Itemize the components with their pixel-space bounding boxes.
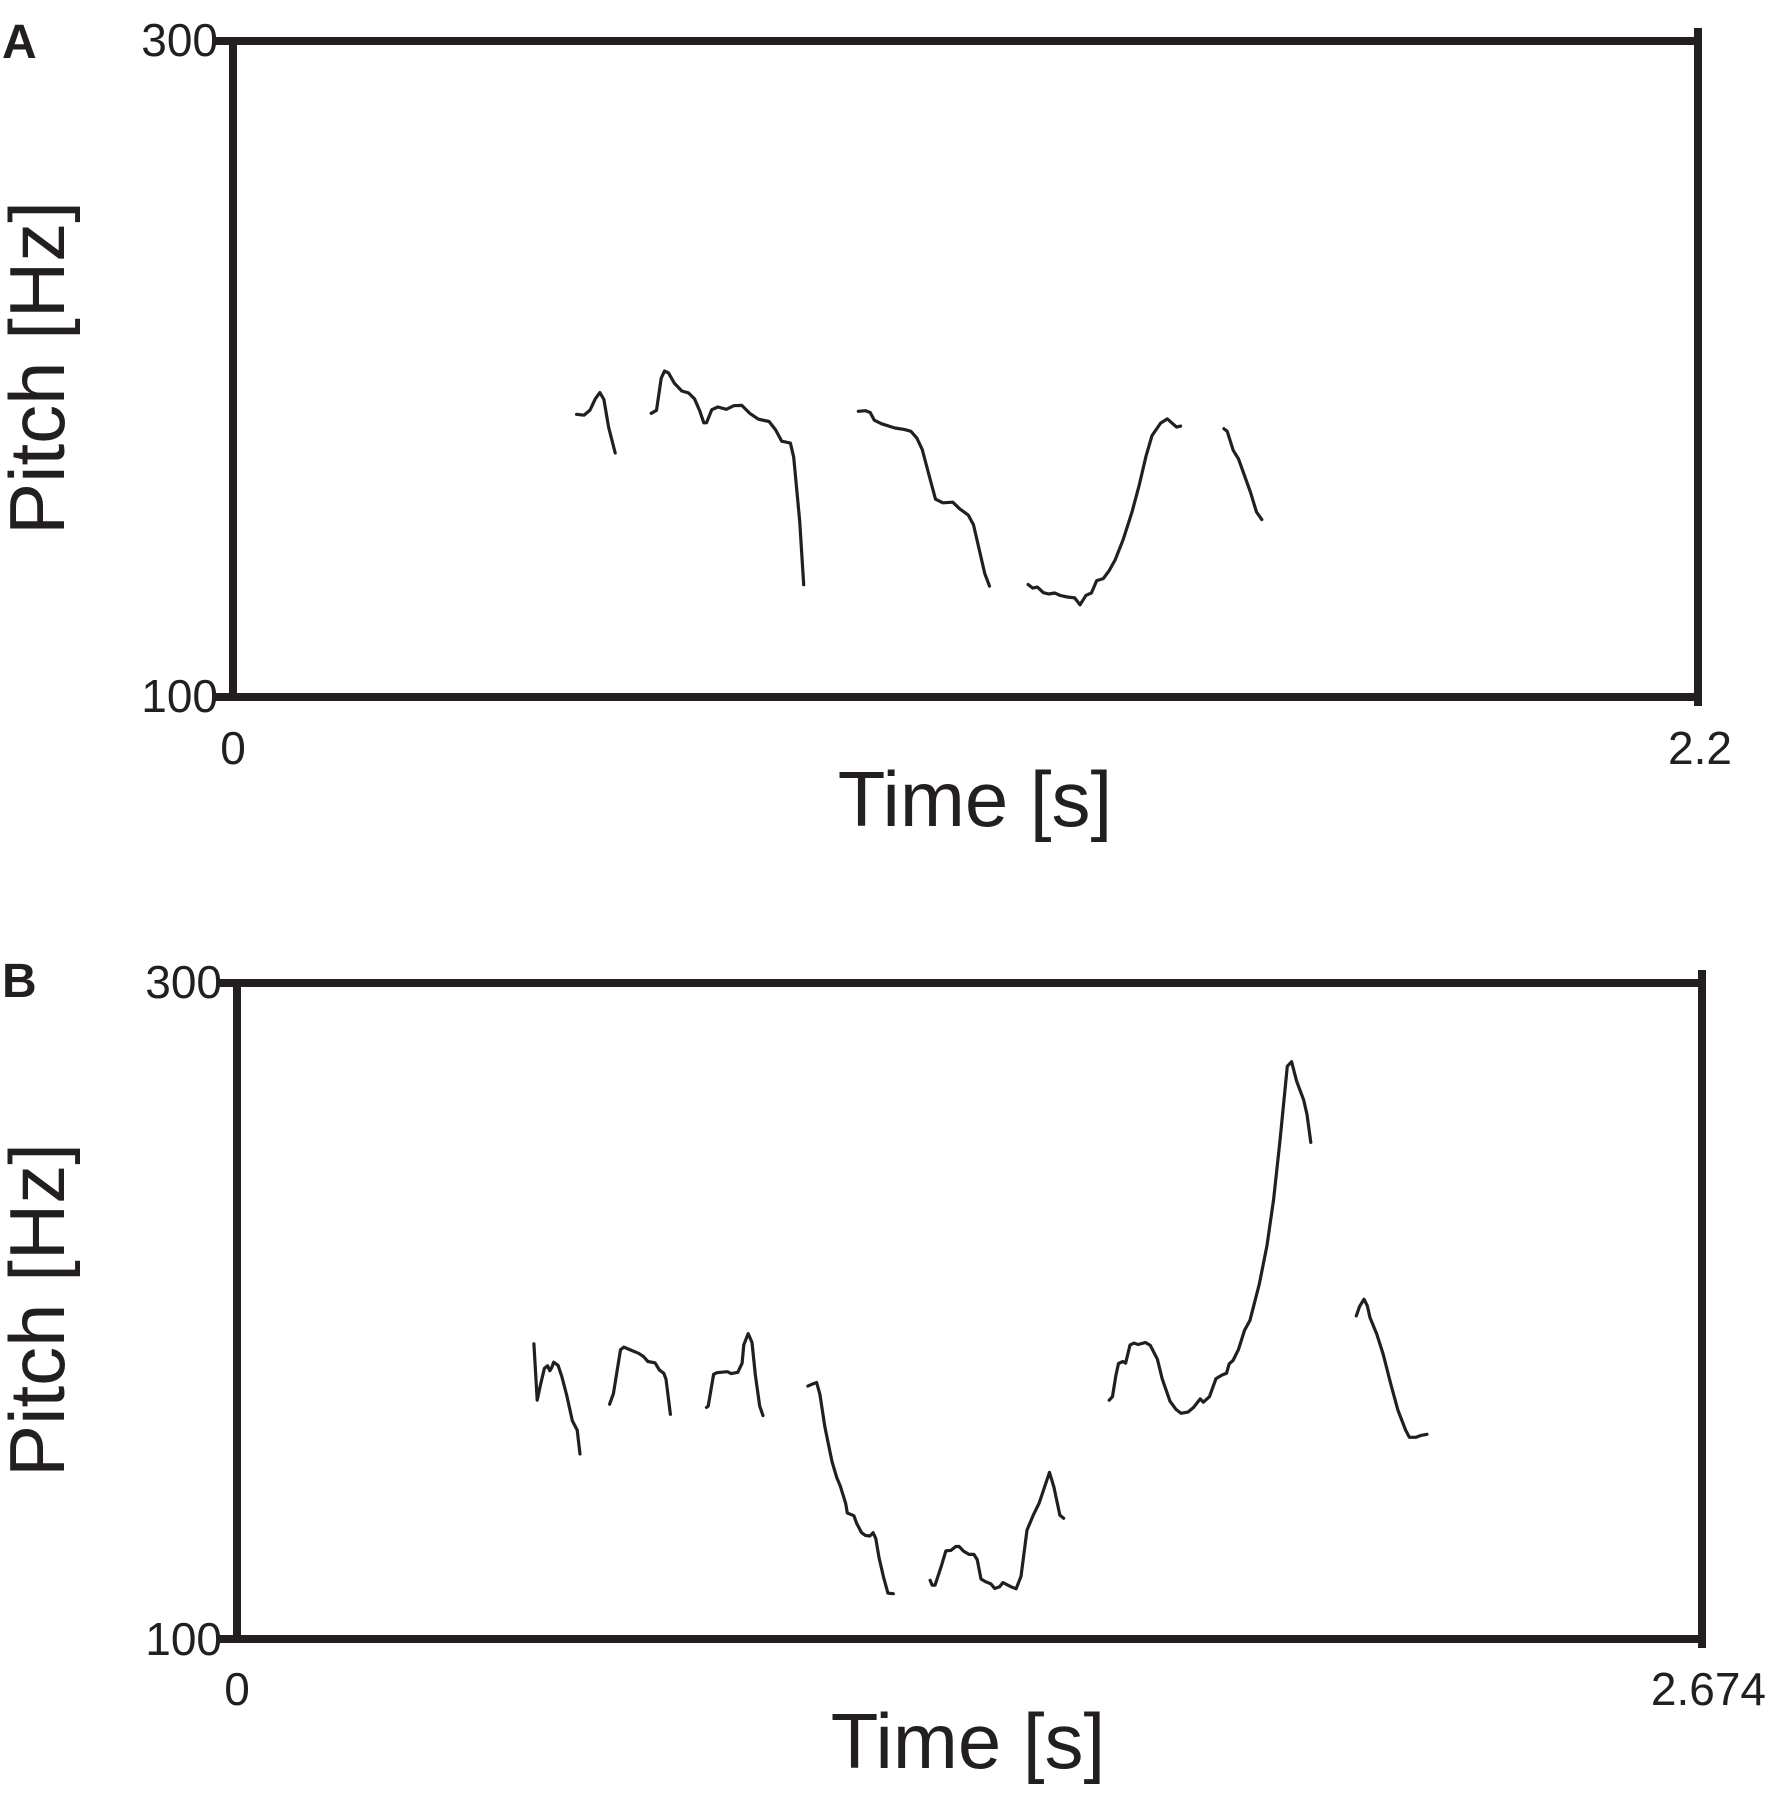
panel-b-pitch-segment-3: [704, 1331, 765, 1418]
panel-b-y-axis-label: Pitch [Hz]: [0, 1143, 81, 1477]
panel-b-plot-frame: [233, 979, 1706, 1643]
panel-b: B 300 100 0 2.674 Time [s] Pitch [Hz]: [0, 955, 1766, 1785]
panel-b-pitch-segment-7: [1354, 1297, 1429, 1439]
panel-a-pitch-traces: [574, 369, 1264, 607]
panel-b-pitch-segment-1: [532, 1342, 582, 1456]
panel-a-y-tick-max: 300: [141, 14, 218, 66]
panel-b-pitch-segment-4: [806, 1380, 895, 1596]
panel-b-x-axis-label: Time [s]: [831, 1697, 1105, 1785]
panel-b-y-tick-min: 100: [145, 1613, 222, 1665]
panel-b-pitch-traces: [532, 1060, 1429, 1596]
panel-b-pitch-segment-2: [607, 1345, 673, 1416]
panel-a-pitch-segment-5: [1222, 427, 1264, 522]
panel-a: A 300 100 0 2.2 Time [s] Pitch [Hz]: [0, 14, 1732, 843]
panel-b-x-tick-max: 2.674: [1651, 1663, 1766, 1715]
panel-a-letter: A: [2, 16, 37, 69]
panel-b-pitch-segment-6: [1107, 1060, 1313, 1415]
panel-a-pitch-segment-4: [1026, 417, 1183, 607]
panel-a-pitch-segment-2: [649, 369, 806, 587]
panel-a-pitch-segment-1: [574, 391, 617, 455]
panel-b-x-tick-min: 0: [224, 1663, 250, 1715]
panel-a-x-tick-max: 2.2: [1668, 722, 1732, 774]
panel-a-x-axis-label: Time [s]: [838, 755, 1112, 843]
panel-a-pitch-segment-3: [856, 409, 992, 588]
panel-a-x-tick-min: 0: [220, 722, 246, 774]
panel-b-y-tick-max: 300: [145, 956, 222, 1008]
panel-a-y-axis-label: Pitch [Hz]: [0, 201, 81, 535]
panel-a-y-tick-min: 100: [141, 670, 218, 722]
panel-a-plot-frame: [229, 37, 1702, 701]
panel-b-pitch-segment-5: [928, 1470, 1066, 1591]
panel-b-letter: B: [2, 955, 37, 1008]
